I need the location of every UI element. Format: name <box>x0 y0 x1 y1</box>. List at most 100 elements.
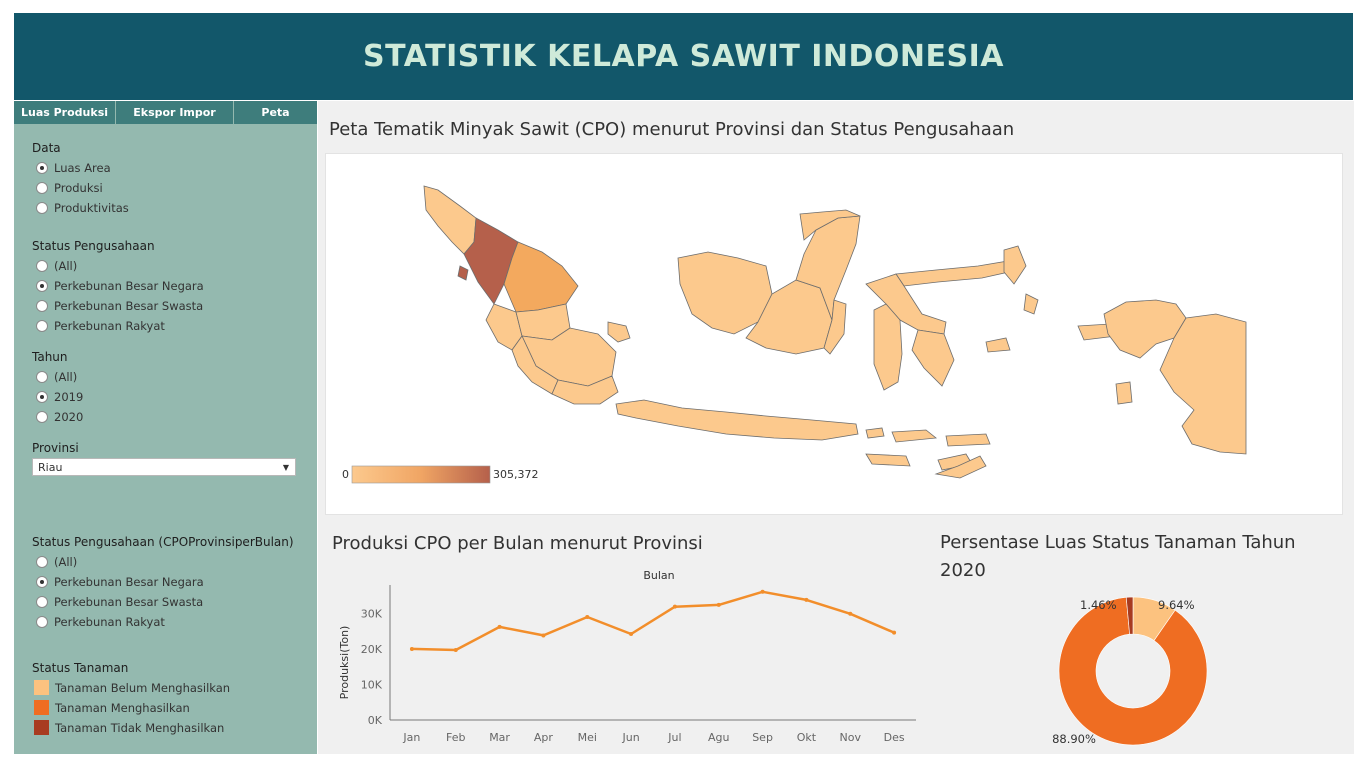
radio-circle-icon <box>36 320 48 332</box>
radio-tahun-2019[interactable]: 2019 <box>36 390 83 404</box>
slice-label: 9.64% <box>1158 598 1195 612</box>
radio-luas-area[interactable]: Luas Area <box>36 161 111 175</box>
province-java[interactable] <box>615 399 859 441</box>
tab-luas-produksi[interactable]: Luas Produksi <box>14 101 116 124</box>
radio-label: (All) <box>54 259 78 273</box>
radio-circle-icon <box>36 260 48 272</box>
province-sumatera-utara[interactable] <box>463 217 519 305</box>
province-sulawesi-tenggara[interactable] <box>911 329 955 387</box>
legend-item-tidak: Tanaman Tidak Menghasilkan <box>34 720 224 735</box>
radio-status-swasta[interactable]: Perkebunan Besar Swasta <box>36 299 203 313</box>
province-lampung[interactable] <box>551 375 619 405</box>
radio-bulan-rakyat[interactable]: Perkebunan Rakyat <box>36 615 165 629</box>
filter-tahun-label: Tahun <box>32 350 68 364</box>
donut-slice[interactable] <box>1058 596 1208 746</box>
legend-label: Tanaman Belum Menghasilkan <box>55 680 231 695</box>
donut-chart[interactable]: 9.64% 88.90% 1.46% <box>1018 579 1248 749</box>
province-riau[interactable] <box>503 241 579 313</box>
province-maluku-utara[interactable] <box>1003 245 1039 315</box>
x-tick-label: Des <box>884 731 905 744</box>
radio-label: Perkebunan Rakyat <box>54 615 165 629</box>
y-tick-label: 20K <box>361 643 383 656</box>
data-point[interactable] <box>716 602 721 607</box>
radio-label: Perkebunan Besar Negara <box>54 575 204 589</box>
slice-label: 1.46% <box>1080 598 1117 612</box>
tab-ekspor-impor[interactable]: Ekspor Impor <box>116 101 234 124</box>
x-tick-label: Agu <box>708 731 729 744</box>
y-tick-label: 10K <box>361 678 383 691</box>
indonesia-map[interactable]: 0 305,372 <box>326 154 1344 516</box>
province-timor[interactable] <box>934 455 987 479</box>
donut-slice[interactable] <box>1125 596 1134 635</box>
province-sulawesi-utara[interactable] <box>895 259 1019 287</box>
filter-data-label: Data <box>32 141 61 155</box>
data-point[interactable] <box>804 597 809 602</box>
province-nusa-tenggara[interactable] <box>865 427 991 471</box>
map-legend-max: 305,372 <box>493 468 539 481</box>
radio-bulan-all[interactable]: (All) <box>36 555 77 569</box>
radio-produktivitas[interactable]: Produktivitas <box>36 201 129 215</box>
radio-label: Produktivitas <box>54 201 129 215</box>
province-aceh[interactable] <box>423 185 477 255</box>
radio-circle-icon <box>36 596 48 608</box>
data-point[interactable] <box>453 648 458 653</box>
radio-label: (All) <box>54 370 78 384</box>
radio-status-rakyat[interactable]: Perkebunan Rakyat <box>36 319 165 333</box>
data-point[interactable] <box>892 630 897 635</box>
x-tick-label: Mar <box>489 731 510 744</box>
chevron-down-icon: ▼ <box>282 462 289 472</box>
line-chart-title: Produksi CPO per Bulan menurut Provinsi <box>332 533 703 554</box>
province-papua[interactable] <box>1159 313 1247 455</box>
slice-label: 88.90% <box>1052 732 1096 746</box>
line-chart[interactable]: Bulan Produksi(Ton) 0K 10K 20K 30K Jan Feb Mar Ap… <box>318 563 928 754</box>
radio-label: Perkebunan Rakyat <box>54 319 165 333</box>
radio-tahun-2020[interactable]: 2020 <box>36 410 83 424</box>
y-tick-label: 30K <box>361 607 383 620</box>
data-point[interactable] <box>409 646 414 651</box>
data-point[interactable] <box>760 589 765 594</box>
radio-tahun-all[interactable]: (All) <box>36 370 77 384</box>
provinsi-select-value: Riau <box>38 460 63 474</box>
radio-label: Perkebunan Besar Swasta <box>54 595 204 609</box>
x-tick-label: Nov <box>840 731 862 744</box>
island-nias[interactable] <box>457 265 469 281</box>
province-sulawesi-selatan[interactable] <box>873 303 903 391</box>
tab-peta[interactable]: Peta <box>234 101 317 124</box>
filter-status-label: Status Pengusahaan <box>32 239 155 253</box>
x-tick-label: Okt <box>797 731 817 744</box>
radio-produksi[interactable]: Produksi <box>36 181 103 195</box>
data-point[interactable] <box>585 614 590 619</box>
radio-label: Produksi <box>54 181 103 195</box>
series-line[interactable] <box>411 590 895 652</box>
x-tick-label: Apr <box>534 731 554 744</box>
radio-circle-icon <box>36 576 48 588</box>
x-tick-label: Jun <box>621 731 639 744</box>
y-tick-label: 0K <box>368 714 383 727</box>
radio-label: Perkebunan Besar Swasta <box>54 299 204 313</box>
radio-bulan-negara[interactable]: Perkebunan Besar Negara <box>36 575 204 589</box>
radio-status-all[interactable]: (All) <box>36 259 77 273</box>
main-panel: Peta Tematik Minyak Sawit (CPO) menurut … <box>318 101 1354 754</box>
data-point[interactable] <box>629 632 634 637</box>
province-kalimantan-selatan[interactable] <box>823 299 847 355</box>
x-axis-title: Bulan <box>643 569 674 582</box>
data-point[interactable] <box>672 604 677 609</box>
radio-label: Luas Area <box>54 161 111 175</box>
data-point[interactable] <box>497 624 502 629</box>
province-bangka[interactable] <box>607 321 631 343</box>
radio-circle-icon <box>36 371 48 383</box>
radio-circle-icon <box>36 300 48 312</box>
data-point[interactable] <box>848 611 853 616</box>
province-kalimantan-utara[interactable] <box>799 209 861 241</box>
radio-bulan-swasta[interactable]: Perkebunan Besar Swasta <box>36 595 203 609</box>
radio-status-negara[interactable]: Perkebunan Besar Negara <box>36 279 204 293</box>
filter-status-bulan-label: Status Pengusahaan (CPOProvinsiperBulan) <box>32 535 294 549</box>
map-legend-min: 0 <box>342 468 349 481</box>
provinsi-select[interactable]: Riau ▼ <box>32 458 296 476</box>
radio-circle-icon <box>36 556 48 568</box>
data-point[interactable] <box>541 633 546 638</box>
map-title: Peta Tematik Minyak Sawit (CPO) menurut … <box>329 119 1015 140</box>
province-kalimantan-timur[interactable] <box>795 215 861 321</box>
x-tick-label: Jul <box>667 731 681 744</box>
pie-chart-title: Persentase Luas Status Tanaman Tahun 202… <box>940 532 1296 581</box>
